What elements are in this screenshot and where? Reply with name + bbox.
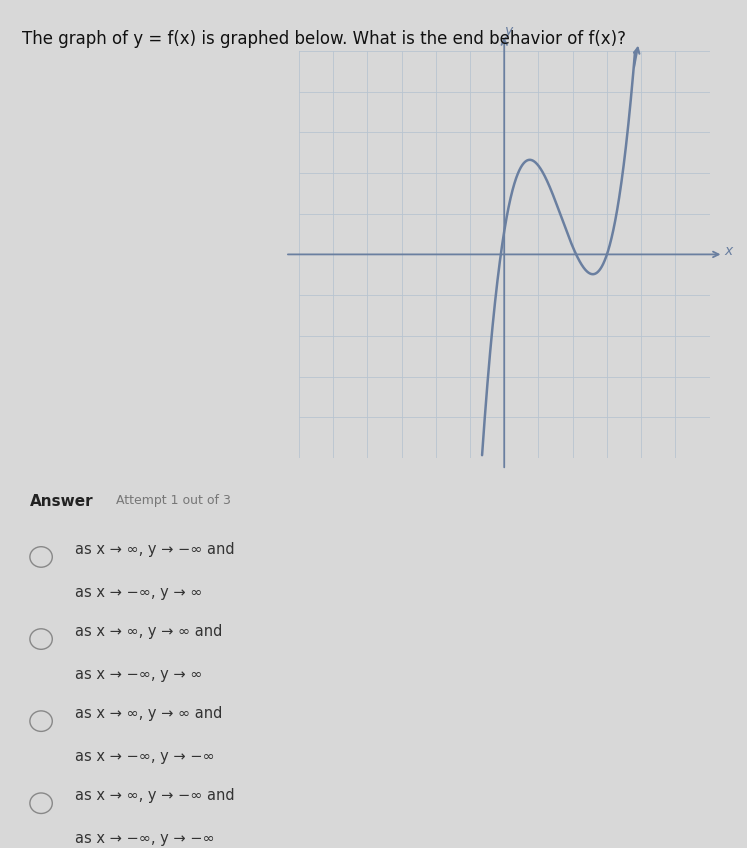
Text: Answer: Answer: [30, 494, 93, 509]
Text: x: x: [725, 244, 733, 258]
Text: as x → ∞, y → ∞ and: as x → ∞, y → ∞ and: [75, 624, 222, 639]
Text: as x → ∞, y → −∞ and: as x → ∞, y → −∞ and: [75, 542, 235, 557]
Text: as x → −∞, y → ∞: as x → −∞, y → ∞: [75, 585, 202, 600]
Text: as x → ∞, y → −∞ and: as x → ∞, y → −∞ and: [75, 789, 235, 803]
Text: Attempt 1 out of 3: Attempt 1 out of 3: [116, 494, 231, 506]
Text: as x → −∞, y → ∞: as x → −∞, y → ∞: [75, 667, 202, 682]
Text: y: y: [504, 24, 512, 37]
Text: as x → ∞, y → ∞ and: as x → ∞, y → ∞ and: [75, 706, 222, 721]
Text: as x → −∞, y → −∞: as x → −∞, y → −∞: [75, 831, 214, 846]
Text: as x → −∞, y → −∞: as x → −∞, y → −∞: [75, 749, 214, 764]
Text: The graph of y = f(x) is graphed below. What is the end behavior of f(x)?: The graph of y = f(x) is graphed below. …: [22, 30, 627, 47]
